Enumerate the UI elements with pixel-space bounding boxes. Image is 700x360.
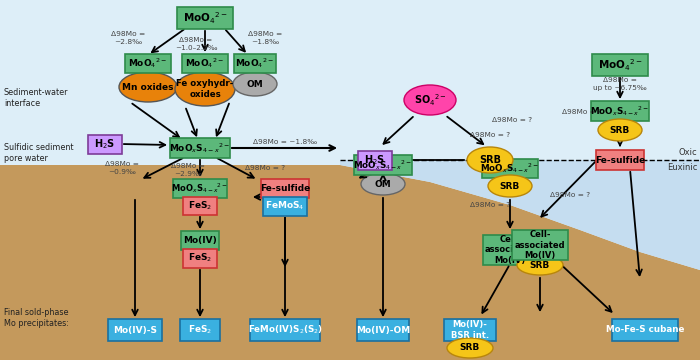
- Text: MoO$_4$$^{2-}$: MoO$_4$$^{2-}$: [129, 56, 167, 70]
- Text: Δ98Mo = ?: Δ98Mo = ?: [245, 165, 285, 171]
- Text: FeS$_2$: FeS$_2$: [188, 200, 212, 212]
- FancyBboxPatch shape: [183, 248, 217, 267]
- Ellipse shape: [447, 338, 493, 358]
- Text: MoO$_4$$^{2-}$: MoO$_4$$^{2-}$: [186, 56, 225, 70]
- Text: Sediment-water
interface: Sediment-water interface: [4, 87, 69, 108]
- FancyBboxPatch shape: [180, 319, 220, 341]
- FancyBboxPatch shape: [512, 230, 568, 260]
- Ellipse shape: [404, 85, 456, 115]
- Text: Fe-sulfide: Fe-sulfide: [260, 184, 310, 193]
- Text: Δ98Mo = ~1.8‰: Δ98Mo = ~1.8‰: [253, 139, 317, 145]
- Text: Euxinic: Euxinic: [666, 163, 697, 172]
- FancyBboxPatch shape: [592, 54, 648, 76]
- FancyBboxPatch shape: [482, 158, 538, 177]
- Text: MoO$_x$S$_{4-x}$$^{2-}$: MoO$_x$S$_{4-x}$$^{2-}$: [590, 104, 650, 118]
- Text: MoO$_4$$^{2-}$: MoO$_4$$^{2-}$: [235, 56, 274, 70]
- FancyBboxPatch shape: [125, 54, 171, 72]
- Text: Mo(IV)-OM: Mo(IV)-OM: [356, 325, 410, 334]
- Text: Δ98Mo = ?: Δ98Mo = ?: [562, 109, 602, 115]
- FancyBboxPatch shape: [263, 197, 307, 216]
- Ellipse shape: [175, 72, 235, 106]
- FancyBboxPatch shape: [612, 319, 678, 341]
- Text: Cell-
associated
Mo(IV): Cell- associated Mo(IV): [484, 235, 536, 265]
- FancyBboxPatch shape: [182, 54, 228, 72]
- Text: Mo(IV)-S: Mo(IV)-S: [113, 325, 157, 334]
- Text: Mo(IV)-
BSR int.: Mo(IV)- BSR int.: [451, 320, 489, 340]
- Text: Δ98Mo =
~1.0–2.2‰: Δ98Mo = ~1.0–2.2‰: [175, 37, 217, 51]
- Ellipse shape: [361, 173, 405, 195]
- Text: Δ98Mo =
~0.9‰: Δ98Mo = ~0.9‰: [105, 161, 139, 175]
- FancyBboxPatch shape: [596, 150, 644, 170]
- Ellipse shape: [488, 175, 532, 197]
- Text: MoO$_x$S$_{4-x}$$^{2-}$: MoO$_x$S$_{4-x}$$^{2-}$: [354, 158, 413, 172]
- Ellipse shape: [119, 72, 177, 102]
- FancyBboxPatch shape: [591, 101, 649, 121]
- FancyBboxPatch shape: [177, 7, 233, 29]
- Text: SRB: SRB: [479, 155, 501, 165]
- FancyBboxPatch shape: [183, 197, 217, 215]
- FancyBboxPatch shape: [88, 135, 122, 153]
- Text: MoO$_4$$^{2-}$: MoO$_4$$^{2-}$: [183, 10, 228, 26]
- FancyBboxPatch shape: [358, 150, 392, 170]
- Text: FeMoS$_4$: FeMoS$_4$: [265, 200, 304, 212]
- Polygon shape: [0, 165, 700, 360]
- Text: H$_2$S: H$_2$S: [94, 137, 116, 151]
- FancyBboxPatch shape: [357, 319, 409, 341]
- Text: Δ98Mo = ?: Δ98Mo = ?: [470, 132, 510, 138]
- Text: Oxic: Oxic: [678, 148, 697, 157]
- Text: SRB: SRB: [610, 126, 630, 135]
- Text: Δ98Mo = ?: Δ98Mo = ?: [492, 117, 532, 123]
- FancyBboxPatch shape: [483, 235, 537, 265]
- Text: Δ98Mo =
up to ~6.75‰: Δ98Mo = up to ~6.75‰: [593, 77, 647, 91]
- Text: Fe oxyhydr-
oxides: Fe oxyhydr- oxides: [176, 79, 234, 99]
- Text: Δ98Mo =
~2.8‰: Δ98Mo = ~2.8‰: [111, 31, 145, 45]
- FancyBboxPatch shape: [261, 179, 309, 198]
- Text: FeS$_2$: FeS$_2$: [188, 324, 212, 336]
- Text: Fe-sulfide: Fe-sulfide: [595, 156, 645, 165]
- Text: Δ98Mo = ?: Δ98Mo = ?: [550, 192, 590, 198]
- FancyBboxPatch shape: [444, 319, 496, 341]
- FancyBboxPatch shape: [170, 138, 230, 158]
- FancyBboxPatch shape: [181, 230, 219, 249]
- Text: Δ98Mo =
~2.9‰: Δ98Mo = ~2.9‰: [171, 163, 205, 177]
- Text: Sulfidic sediment
pore water: Sulfidic sediment pore water: [4, 143, 74, 163]
- Text: SRB: SRB: [530, 261, 550, 270]
- Text: Cell-
associated
Mo(IV): Cell- associated Mo(IV): [514, 230, 566, 260]
- Text: OM: OM: [374, 180, 391, 189]
- Text: MoO$_x$S$_{4-x}$$^{2-}$: MoO$_x$S$_{4-x}$$^{2-}$: [172, 181, 228, 195]
- Text: Final sold-phase
Mo precipitates:: Final sold-phase Mo precipitates:: [4, 307, 69, 328]
- Text: MoO$_4$$^{2-}$: MoO$_4$$^{2-}$: [598, 57, 643, 73]
- Ellipse shape: [233, 72, 277, 96]
- Polygon shape: [340, 160, 700, 270]
- Text: Mn oxides: Mn oxides: [122, 82, 174, 91]
- Text: SRB: SRB: [500, 181, 520, 190]
- FancyBboxPatch shape: [354, 155, 412, 175]
- Text: Δ98Mo = ?: Δ98Mo = ?: [470, 202, 510, 208]
- Text: Δ98Mo =
~1.8‰: Δ98Mo = ~1.8‰: [248, 31, 282, 45]
- Text: FeMo(IV)S$_2$(S$_2$): FeMo(IV)S$_2$(S$_2$): [248, 324, 323, 336]
- Ellipse shape: [467, 147, 513, 173]
- Text: FeS$_2$: FeS$_2$: [188, 252, 212, 264]
- FancyBboxPatch shape: [173, 179, 227, 198]
- Text: OM: OM: [246, 80, 263, 89]
- FancyBboxPatch shape: [108, 319, 162, 341]
- Text: Mo(IV): Mo(IV): [183, 235, 217, 244]
- Text: SO$_4$$^{2-}$: SO$_4$$^{2-}$: [414, 92, 447, 108]
- Text: H$_2$S: H$_2$S: [365, 153, 386, 167]
- Text: SRB: SRB: [460, 343, 480, 352]
- FancyBboxPatch shape: [234, 54, 276, 72]
- Text: MoO$_x$S$_{4-x}$$^{2-}$: MoO$_x$S$_{4-x}$$^{2-}$: [480, 161, 540, 175]
- Text: Mo-Fe-S cubane: Mo-Fe-S cubane: [606, 325, 684, 334]
- Ellipse shape: [517, 255, 563, 275]
- FancyBboxPatch shape: [250, 319, 320, 341]
- Ellipse shape: [598, 119, 642, 141]
- Text: MoO$_x$S$_{4-x}$$^{2-}$: MoO$_x$S$_{4-x}$$^{2-}$: [169, 141, 230, 155]
